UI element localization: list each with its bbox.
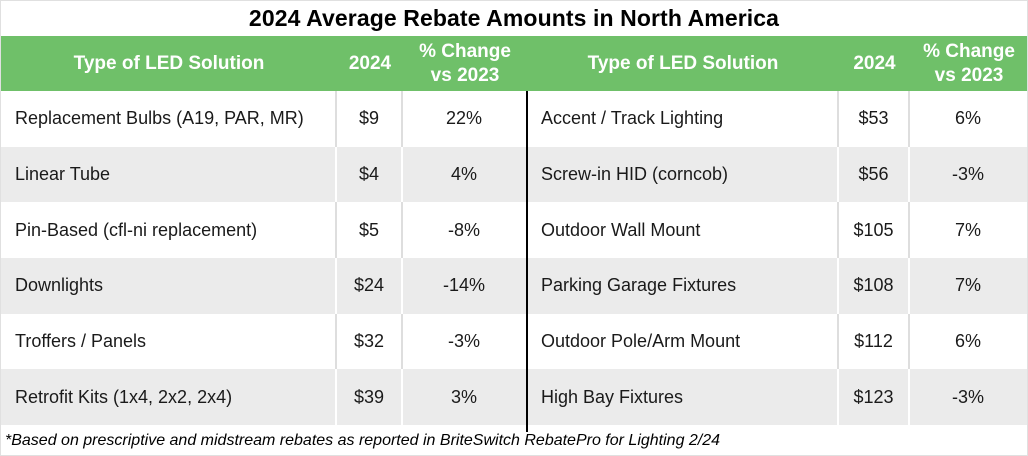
- column-header-type: Type of LED Solution: [527, 36, 839, 91]
- tables-container: Type of LED Solution 2024 % Change vs 20…: [1, 36, 1027, 432]
- amount-cell: $105: [839, 202, 910, 258]
- led-type-cell: Downlights: [1, 257, 337, 314]
- amount-cell: $5: [337, 202, 403, 258]
- column-header-type: Type of LED Solution: [1, 36, 337, 91]
- amount-cell: $4: [337, 146, 403, 203]
- change-cell: 6%: [910, 91, 1027, 147]
- footnote: *Based on prescriptive and midstream reb…: [5, 431, 721, 449]
- led-type-cell: Troffers / Panels: [1, 313, 337, 370]
- amount-cell: $24: [337, 257, 403, 314]
- led-type-cell: Outdoor Wall Mount: [527, 202, 839, 258]
- amount-cell: $39: [337, 369, 403, 425]
- led-type-cell: Pin-Based (cfl-ni replacement): [1, 202, 337, 258]
- led-type-cell: High Bay Fixtures: [527, 369, 839, 425]
- led-type-cell: Parking Garage Fixtures: [527, 257, 839, 314]
- led-type-cell: Retrofit Kits (1x4, 2x2, 2x4): [1, 369, 337, 425]
- column-header-change-line2: vs 2023: [430, 64, 500, 86]
- change-cell: 3%: [403, 369, 527, 425]
- led-type-cell: Outdoor Pole/Arm Mount: [527, 313, 839, 370]
- change-cell: -3%: [403, 313, 527, 370]
- table-divider-line: [526, 91, 528, 432]
- change-cell: 4%: [403, 146, 527, 203]
- column-header-change: % Change vs 2023: [403, 36, 527, 91]
- amount-cell: $123: [839, 369, 910, 425]
- led-type-cell: Replacement Bulbs (A19, PAR, MR): [1, 91, 337, 147]
- amount-cell: $9: [337, 91, 403, 147]
- column-header-change-line2: vs 2023: [934, 64, 1004, 86]
- change-cell: -14%: [403, 257, 527, 314]
- page-title: 2024 Average Rebate Amounts in North Ame…: [248, 5, 780, 31]
- rebate-table-left: Type of LED Solution 2024 % Change vs 20…: [1, 36, 527, 425]
- amount-cell: $32: [337, 313, 403, 370]
- column-header-change: % Change vs 2023: [910, 36, 1027, 91]
- change-cell: -3%: [910, 369, 1027, 425]
- led-type-cell: Linear Tube: [1, 146, 337, 203]
- amount-cell: $112: [839, 313, 910, 370]
- led-type-cell: Accent / Track Lighting: [527, 91, 839, 147]
- change-cell: 6%: [910, 313, 1027, 370]
- change-cell: 22%: [403, 91, 527, 147]
- column-header-year: 2024: [337, 36, 403, 91]
- change-cell: 7%: [910, 202, 1027, 258]
- change-cell: 7%: [910, 257, 1027, 314]
- column-header-change-line1: % Change: [923, 40, 1015, 62]
- column-header-change-line1: % Change: [419, 40, 511, 62]
- amount-cell: $108: [839, 257, 910, 314]
- rebate-table-right: Type of LED Solution 2024 % Change vs 20…: [527, 36, 1027, 425]
- change-cell: -8%: [403, 202, 527, 258]
- column-header-year: 2024: [839, 36, 910, 91]
- amount-cell: $56: [839, 146, 910, 203]
- change-cell: -3%: [910, 146, 1027, 203]
- amount-cell: $53: [839, 91, 910, 147]
- led-type-cell: Screw-in HID (corncob): [527, 146, 839, 203]
